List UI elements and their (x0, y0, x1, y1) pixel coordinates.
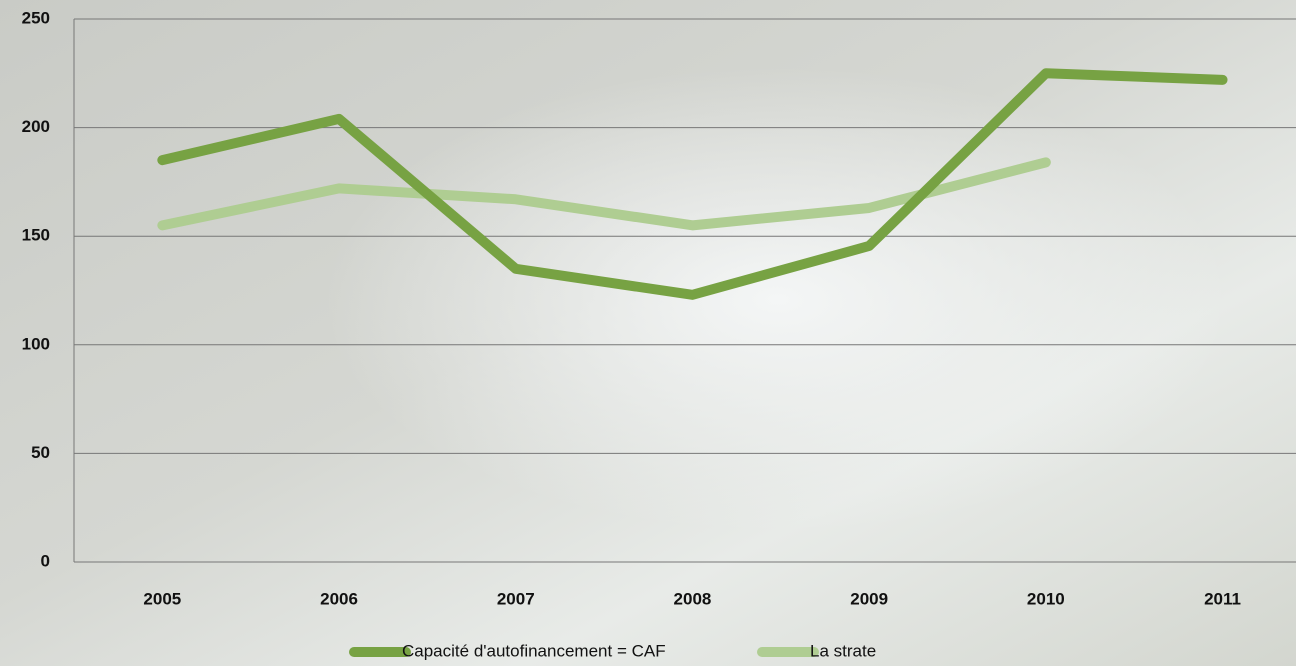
y-tick-label: 0 (41, 551, 50, 570)
x-tick-label: 2006 (320, 589, 358, 608)
legend-label: Capacité d'autofinancement = CAF (402, 641, 666, 660)
x-tick-label: 2010 (1027, 589, 1065, 608)
legend-label: La strate (810, 641, 876, 660)
series-line (157, 157, 1051, 231)
x-tick-label: 2008 (674, 589, 712, 608)
series-line (157, 68, 1228, 300)
y-tick-label: 50 (31, 443, 50, 462)
x-tick-label: 2005 (143, 589, 181, 608)
x-tick-label: 2011 (1204, 589, 1241, 608)
y-tick-label: 250 (22, 8, 50, 27)
x-tick-label: 2009 (850, 589, 888, 608)
y-tick-label: 200 (22, 117, 50, 136)
x-tick-label: 2007 (497, 589, 535, 608)
y-tick-label: 100 (22, 334, 50, 353)
y-tick-label: 150 (22, 226, 50, 245)
